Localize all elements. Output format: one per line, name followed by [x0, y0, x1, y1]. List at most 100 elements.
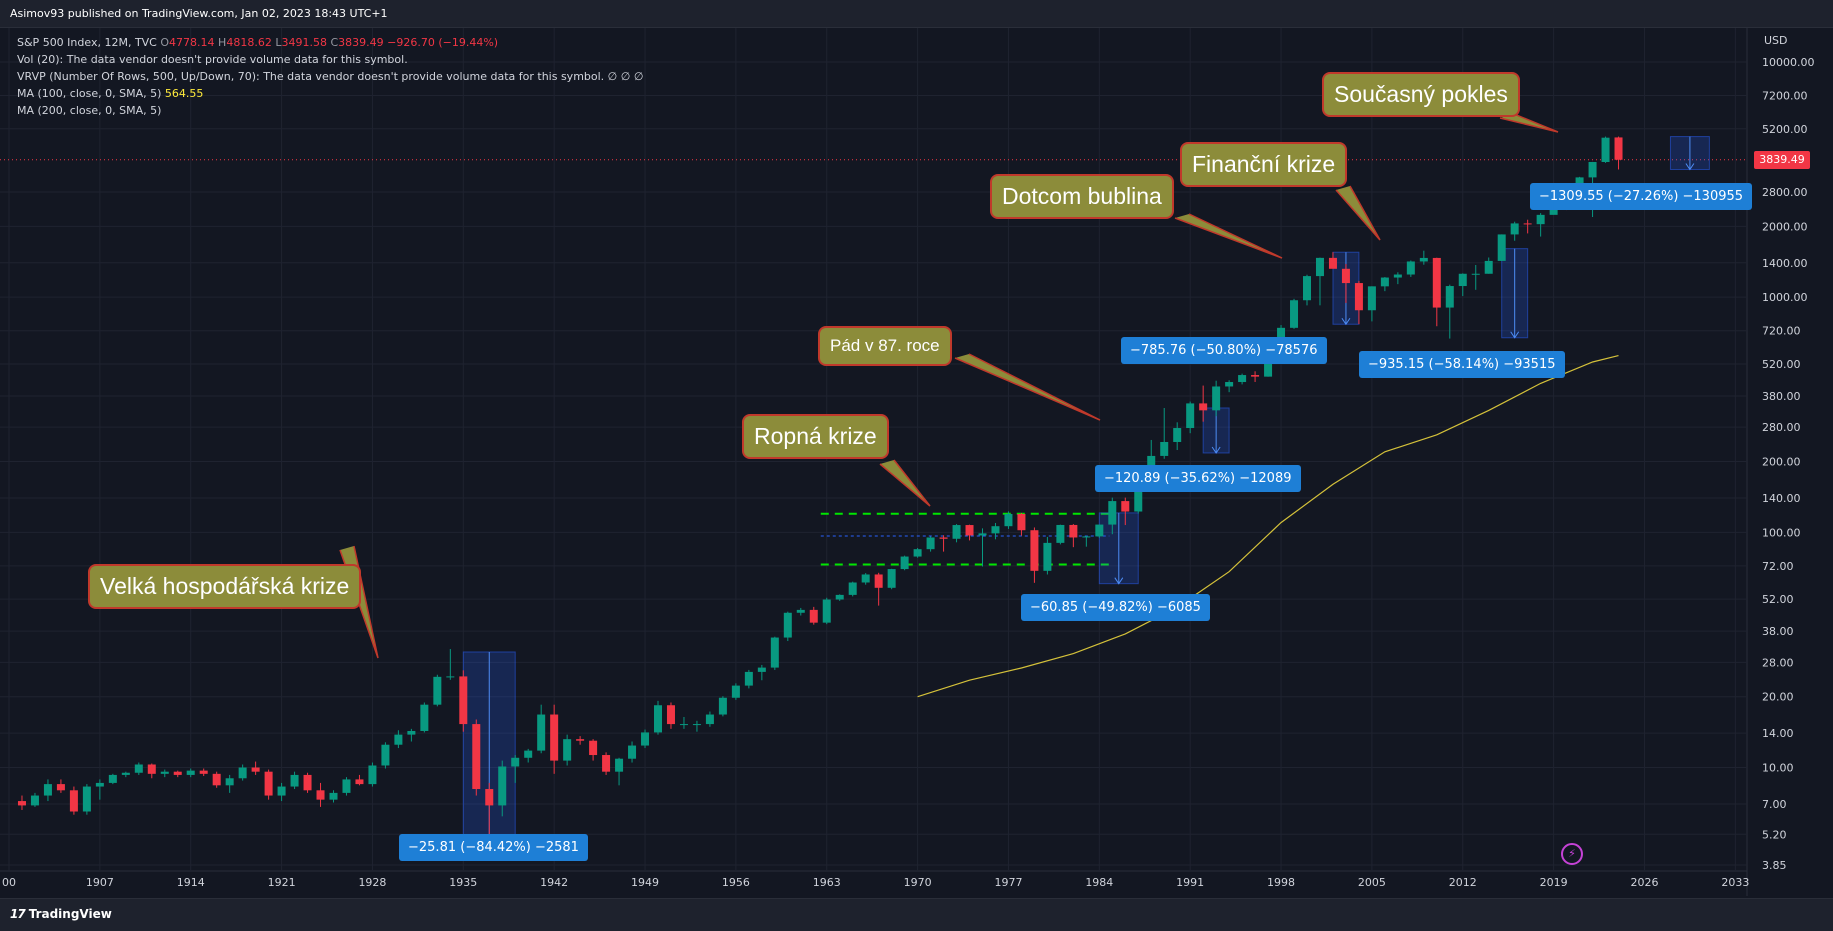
legend-ma200[interactable]: MA (200, close, 0, SMA, 5)	[17, 104, 162, 117]
candle-body	[433, 676, 442, 705]
candle-body	[1341, 268, 1350, 284]
legend-low: 3491.58	[281, 36, 327, 49]
y-tick-label: 10.00	[1762, 762, 1794, 775]
legend-vrvp[interactable]: VRVP (Number Of Rows, 500, Up/Down, 70):…	[17, 70, 644, 83]
publish-info: Asimov93 published on TradingView.com, J…	[10, 7, 388, 20]
y-tick-label: 10000.00	[1762, 56, 1815, 69]
x-tick-label: 1928	[358, 876, 386, 889]
x-tick-label: 1956	[722, 876, 750, 889]
measure-arrow-head	[1114, 577, 1124, 585]
candle-body	[212, 773, 221, 786]
x-tick-label: 1977	[994, 876, 1022, 889]
candle-body	[654, 705, 662, 733]
measure-label-2008[interactable]: −935.15 (−58.14%) −93515	[1359, 351, 1565, 378]
candle-body	[381, 744, 390, 766]
candle-body	[1458, 273, 1467, 287]
candle-body	[43, 784, 52, 796]
y-tick-label: 38.00	[1762, 625, 1794, 638]
y-tick-label: 140.00	[1762, 492, 1801, 505]
candle-body	[1199, 403, 1208, 411]
candle-body	[731, 685, 740, 698]
candle-body	[368, 765, 377, 785]
y-tick-label: 5.20	[1762, 828, 1787, 841]
callout-oil-crisis[interactable]: Ropná krize	[742, 414, 889, 459]
candle-body	[108, 774, 117, 783]
candle-body	[913, 549, 922, 557]
x-tick-label: 1935	[449, 876, 477, 889]
candle-body	[147, 764, 156, 774]
candle-body	[692, 724, 701, 726]
candle-body	[1471, 273, 1480, 275]
callout-crash-87[interactable]: Pád v 87. roce	[818, 326, 952, 366]
candle-body	[1134, 480, 1143, 512]
candle-body	[1173, 428, 1182, 442]
measure-label-2000[interactable]: −785.76 (−50.80%) −78576	[1121, 337, 1327, 364]
candle-body	[316, 790, 325, 800]
x-tick-label: 1984	[1085, 876, 1113, 889]
callout-pointer	[1174, 213, 1283, 259]
legend-symbol: S&P 500 Index, 12M, TVC	[17, 36, 157, 49]
callout-current-decline[interactable]: Současný pokles	[1322, 72, 1520, 117]
candle-body	[641, 732, 650, 746]
candle-body	[796, 609, 805, 613]
legend-ohlc-row: S&P 500 Index, 12M, TVC O4778.14 H4818.6…	[17, 34, 643, 51]
candle-body	[770, 637, 779, 668]
candle-body	[822, 599, 831, 623]
y-tick-label: 720.00	[1762, 325, 1801, 338]
plot-background	[0, 28, 1833, 898]
y-tick-label: 280.00	[1762, 421, 1801, 434]
measure-arrow-head	[1211, 446, 1221, 454]
x-tick-label: 1921	[268, 876, 296, 889]
candle-body	[874, 574, 883, 588]
candle-body	[978, 533, 987, 536]
candle-body	[1108, 501, 1117, 525]
callout-great-depression[interactable]: Velká hospodářská krize	[88, 564, 362, 609]
candle-body	[1186, 403, 1195, 429]
candle-body	[238, 767, 247, 779]
candle-body	[1030, 530, 1039, 571]
y-tick-label: 3.85	[1762, 859, 1787, 872]
lightning-icon[interactable]: ⚡	[1561, 843, 1583, 865]
candle-body	[1588, 162, 1597, 178]
legend-open-label: O	[160, 36, 170, 49]
chart-legend: S&P 500 Index, 12M, TVC O4778.14 H4818.6…	[17, 34, 643, 119]
currency-label: USD	[1764, 34, 1788, 47]
x-tick-label: 1970	[904, 876, 932, 889]
x-tick-label: 2019	[1540, 876, 1568, 889]
callout-pointer	[1335, 185, 1381, 241]
candle-body	[783, 612, 792, 638]
candle-body	[446, 676, 455, 678]
legend-vol[interactable]: Vol (20): The data vendor doesn't provid…	[17, 53, 408, 66]
tv-mark-icon: 17	[10, 907, 26, 921]
candle-body	[1328, 257, 1337, 269]
y-tick-label: 520.00	[1762, 358, 1801, 371]
candle-body	[498, 766, 507, 806]
candle-body	[615, 758, 624, 772]
y-tick-label: 380.00	[1762, 390, 1801, 403]
candle-body	[679, 724, 688, 726]
candle-body	[1238, 375, 1247, 383]
candle-body	[69, 790, 78, 812]
y-tick-label: 200.00	[1762, 456, 1801, 469]
candle-body	[1523, 223, 1532, 225]
legend-change: −926.70 (−19.44%)	[387, 36, 499, 49]
candle-body	[407, 730, 416, 735]
legend-ma100-row[interactable]: MA (100, close, 0, SMA, 5) 564.55	[17, 85, 643, 102]
x-tick-label: 2005	[1358, 876, 1386, 889]
publish-header: Asimov93 published on TradingView.com, J…	[0, 0, 1833, 28]
measure-label-1973[interactable]: −60.85 (−49.82%) −6085	[1021, 594, 1210, 621]
measure-label-1987[interactable]: −120.89 (−35.62%) −12089	[1095, 465, 1301, 492]
callout-dotcom[interactable]: Dotcom bublina	[990, 174, 1174, 219]
candle-body	[1095, 524, 1104, 537]
candle-body	[1056, 524, 1065, 543]
price-chart[interactable]: 10000.00 7200.00 5200.00 2800.00 2000.00 1400…	[0, 28, 1833, 898]
candle-body	[705, 714, 714, 725]
candle-body	[991, 526, 1000, 534]
measure-label-1929[interactable]: −25.81 (−84.42%) −2581	[399, 834, 588, 861]
candle-body	[1536, 214, 1545, 225]
measure-label-2022[interactable]: −1309.55 (−27.26%) −130955	[1530, 183, 1753, 210]
tradingview-logo[interactable]: 17 TradingView	[10, 907, 112, 921]
candle-body	[666, 705, 675, 725]
callout-financial-crisis[interactable]: Finanční krize	[1180, 142, 1348, 187]
brand-name: TradingView	[28, 907, 112, 921]
